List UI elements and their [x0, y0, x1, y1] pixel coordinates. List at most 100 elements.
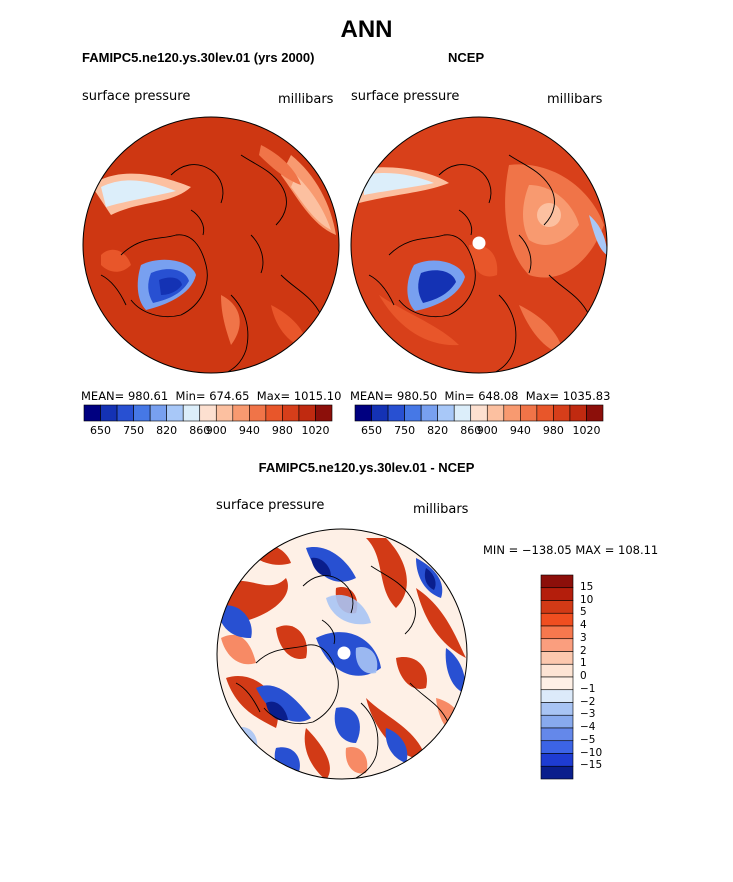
- colorbar-tick: 940: [509, 424, 531, 437]
- colorbar-swatch: [540, 600, 574, 614]
- colorbar-swatch: [540, 702, 574, 716]
- difference-variable-label: surface pressure: [216, 498, 325, 513]
- colorbar-tick: −4: [580, 721, 596, 733]
- difference-colorbar: [540, 574, 574, 780]
- colorbar-tick: 820: [427, 424, 449, 437]
- colorbar-swatch: [387, 404, 405, 422]
- difference-polar-map: [216, 528, 468, 780]
- colorbar-swatch: [182, 404, 201, 422]
- panel-2-min-value: 648.08: [478, 389, 519, 403]
- difference-title: FAMIPC5.ne120.ys.30lev.01 - NCEP: [258, 460, 475, 475]
- panel-2-colorbar: [354, 404, 604, 422]
- colorbar-swatch: [540, 625, 574, 640]
- colorbar-swatch: [354, 404, 372, 422]
- colorbar-swatch: [371, 404, 389, 422]
- colorbar-swatch: [540, 663, 574, 678]
- colorbar-swatch: [540, 574, 574, 589]
- panel-2-polar-map: [350, 116, 608, 374]
- colorbar-swatch: [586, 404, 604, 422]
- panel-2-units-label: millibars: [547, 92, 603, 107]
- colorbar-swatch: [569, 404, 587, 422]
- colorbar-swatch: [540, 651, 574, 665]
- colorbar-tick: 1020: [572, 424, 601, 437]
- panel-1-max-label: Max=: [256, 389, 291, 403]
- colorbar-tick: 980: [542, 424, 564, 437]
- colorbar-tick: −3: [580, 708, 596, 721]
- colorbar-tick: 1: [580, 657, 587, 670]
- colorbar-tick: 900: [476, 424, 498, 437]
- panel-2-colorbar-ticks: 650 750 820 860 900 940 980 1020: [355, 424, 603, 438]
- panel-2-title: NCEP: [448, 50, 485, 65]
- figure-title: ANN: [340, 16, 393, 43]
- colorbar-swatch: [503, 404, 521, 422]
- colorbar-swatch: [453, 404, 472, 422]
- colorbar-swatch: [249, 404, 267, 422]
- colorbar-swatch: [149, 404, 167, 422]
- colorbar-tick: 820: [156, 424, 178, 437]
- colorbar-swatch: [166, 404, 184, 422]
- colorbar-tick: −5: [580, 733, 596, 746]
- colorbar-tick: −2: [580, 695, 596, 708]
- colorbar-tick: 1020: [301, 424, 330, 437]
- colorbar-tick: −1: [580, 682, 596, 695]
- colorbar-swatch: [540, 753, 574, 767]
- colorbar-swatch: [540, 689, 574, 703]
- colorbar-swatch: [420, 404, 438, 422]
- panel-1-min-label: Min=: [175, 389, 206, 403]
- colorbar-swatch: [486, 404, 505, 422]
- panel-1-stats: MEAN= 980.61 Min= 674.65 Max= 1015.10: [81, 389, 341, 403]
- colorbar-tick: 0: [580, 670, 587, 682]
- panel-2-max-value: 1035.83: [562, 389, 611, 403]
- colorbar-swatch: [199, 404, 217, 422]
- colorbar-swatch: [540, 740, 574, 754]
- colorbar-swatch: [100, 404, 118, 422]
- colorbar-swatch: [232, 404, 250, 422]
- colorbar-tick: 650: [90, 424, 112, 437]
- colorbar-tick: 940: [238, 424, 260, 437]
- colorbar-swatch: [553, 404, 571, 422]
- colorbar-swatch: [470, 404, 488, 422]
- colorbar-tick: 860: [189, 424, 211, 437]
- colorbar-swatch: [83, 404, 101, 422]
- difference-colorbar-ticks: 15 10 5 4 3 2 1 0 −1 −2 −3 −4 −5 −10 −15: [580, 575, 620, 779]
- colorbar-swatch: [536, 404, 554, 422]
- colorbar-tick: 15: [580, 580, 594, 593]
- panel-2-mean-value: 980.50: [396, 389, 438, 403]
- panel-2-stats: MEAN= 980.50 Min= 648.08 Max= 1035.83: [350, 389, 610, 403]
- colorbar-swatch: [116, 404, 134, 422]
- difference-units-label: millibars: [413, 502, 469, 517]
- colorbar-swatch: [133, 404, 151, 422]
- panel-2-max-label: Max=: [525, 389, 560, 403]
- colorbar-tick: 750: [394, 424, 416, 437]
- panel-1-mean-label: MEAN=: [81, 389, 125, 403]
- colorbar-swatch: [315, 404, 333, 422]
- colorbar-swatch: [265, 404, 283, 422]
- panel-2-mean-label: MEAN=: [350, 389, 394, 403]
- colorbar-swatch: [540, 587, 574, 601]
- colorbar-swatch: [540, 638, 574, 652]
- colorbar-swatch: [404, 404, 422, 422]
- panel-1-mean-value: 980.61: [127, 389, 169, 403]
- colorbar-swatch: [298, 404, 316, 422]
- panel-1-min-value: 674.65: [209, 389, 250, 403]
- difference-stats: MIN = −138.05 MAX = 108.11: [483, 543, 659, 557]
- panel-2-variable-label: surface pressure: [351, 89, 460, 104]
- colorbar-tick: 4: [580, 619, 587, 631]
- colorbar-tick: 860: [460, 424, 482, 437]
- colorbar-swatch: [437, 404, 455, 422]
- colorbar-tick: −10: [580, 746, 603, 759]
- colorbar-tick: 650: [361, 424, 383, 437]
- panel-1-colorbar: [83, 404, 333, 422]
- colorbar-tick: 750: [123, 424, 145, 437]
- colorbar-swatch: [540, 727, 574, 742]
- colorbar-tick: −15: [580, 759, 603, 772]
- panel-1-polar-map: [82, 116, 340, 374]
- panel-1-units-label: millibars: [278, 92, 334, 107]
- panel-1-max-value: 1015.10: [293, 389, 342, 403]
- panel-1-title: FAMIPC5.ne120.ys.30lev.01 (yrs 2000): [82, 50, 315, 65]
- colorbar-tick: 3: [580, 631, 587, 644]
- panel-1-variable-label: surface pressure: [82, 89, 191, 104]
- colorbar-swatch: [540, 612, 574, 627]
- colorbar-swatch: [215, 404, 234, 422]
- colorbar-swatch: [540, 676, 574, 691]
